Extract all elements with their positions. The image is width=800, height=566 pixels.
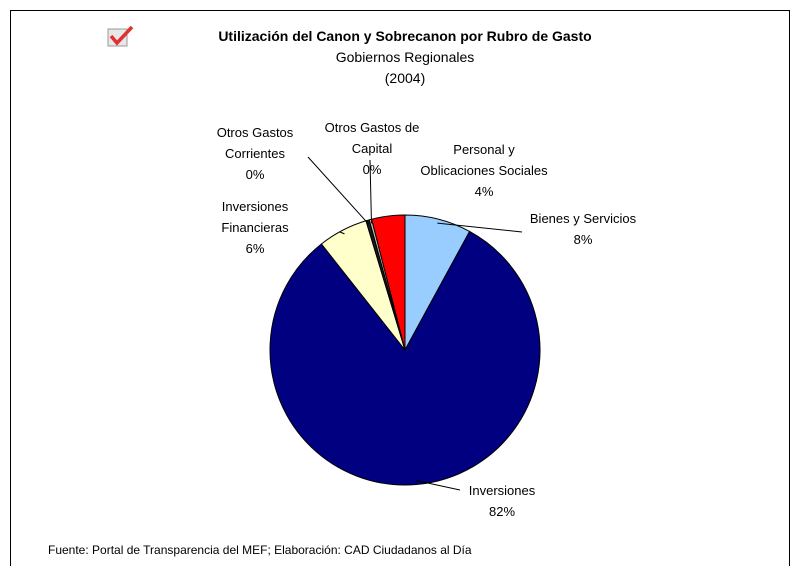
slice-name: Inversiones Financieras <box>221 199 289 235</box>
leader-line <box>339 231 345 235</box>
slice-label: Inversiones Financieras 6% <box>200 196 310 259</box>
leader-line <box>307 156 370 225</box>
slice-value-label: 82% <box>488 504 516 519</box>
slice-label: Bienes y Servicios 8% <box>513 208 653 250</box>
slice-name: Inversiones <box>468 483 536 498</box>
slice-label: Otros Gastos de Capital 0% <box>312 117 432 180</box>
pie <box>269 156 541 491</box>
slice-value-label: 0% <box>362 162 382 177</box>
slice-label: Otros Gastos Corrientes 0% <box>205 122 305 185</box>
slice-value-label: 4% <box>474 184 494 199</box>
leader-line <box>437 222 523 233</box>
pie-slice <box>269 230 541 486</box>
chart-title: Utilización del Canon y Sobrecanon por R… <box>218 28 592 44</box>
slice-value-label: 6% <box>245 241 265 256</box>
check-icon <box>107 25 134 47</box>
leader-line <box>369 159 372 224</box>
slice-name: Personal y Oblicaciones Sociales <box>420 142 548 178</box>
slice-name: Otros Gastos Corrientes <box>216 125 294 161</box>
frame <box>10 10 790 566</box>
slice-name: Otros Gastos de Capital <box>324 120 420 156</box>
slice-label: Personal y Oblicaciones Sociales 4% <box>415 139 553 202</box>
slice-name: Bienes y Servicios <box>529 211 637 226</box>
leader-line <box>415 479 461 491</box>
slice-value-label: 8% <box>573 232 593 247</box>
pie-slice <box>371 214 406 351</box>
source-note: Fuente: Portal de Transparencia del MEF;… <box>48 543 472 557</box>
chart-subtitle: Gobiernos Regionales <box>335 49 475 65</box>
slice-label: Inversiones 82% <box>452 480 552 522</box>
slice-value-label: 0% <box>245 167 265 182</box>
chart-subtitle: (2004) <box>384 70 426 86</box>
